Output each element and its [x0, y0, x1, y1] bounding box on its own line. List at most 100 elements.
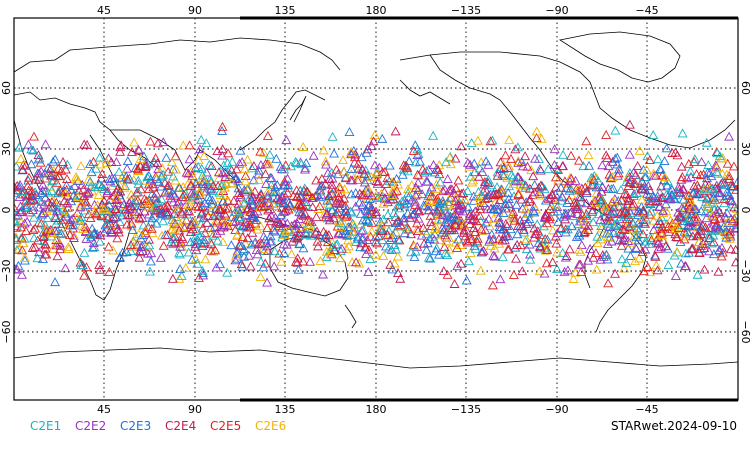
observation-marker	[377, 133, 388, 143]
right-tick: 30	[739, 142, 750, 156]
observation-marker	[446, 192, 457, 202]
observation-marker	[617, 235, 627, 245]
observation-marker	[524, 196, 535, 206]
observation-marker	[333, 192, 344, 202]
observation-marker	[75, 257, 86, 267]
observation-marker	[262, 187, 273, 197]
observation-marker	[167, 188, 178, 198]
observation-marker	[324, 215, 335, 225]
observation-marker	[331, 164, 342, 174]
observation-marker	[652, 154, 663, 164]
observation-marker	[338, 166, 349, 176]
observation-marker	[43, 162, 54, 172]
observation-marker	[661, 189, 672, 199]
observation-marker	[511, 253, 521, 263]
observation-marker	[259, 201, 270, 211]
observation-marker	[135, 153, 146, 163]
observation-marker	[481, 156, 492, 166]
observation-marker	[440, 248, 451, 258]
observation-marker	[392, 251, 403, 261]
observation-marker	[722, 208, 733, 218]
observation-marker	[365, 231, 376, 241]
observation-marker	[140, 158, 151, 168]
observation-marker	[708, 237, 719, 247]
observation-marker	[678, 213, 689, 223]
observation-marker	[387, 190, 398, 200]
observation-marker	[474, 163, 485, 173]
observation-marker	[663, 221, 674, 231]
observation-marker	[595, 195, 606, 205]
observation-marker	[68, 213, 79, 223]
observation-marker	[654, 202, 665, 211]
observation-marker	[62, 202, 73, 212]
observation-marker	[266, 210, 277, 220]
bottom-tick: 90	[188, 403, 202, 416]
observation-marker	[298, 243, 309, 253]
observation-marker	[610, 268, 620, 278]
observation-marker	[268, 187, 279, 197]
observation-marker	[425, 196, 436, 205]
observation-marker	[515, 215, 526, 225]
observation-marker	[382, 229, 393, 239]
observation-marker	[127, 146, 138, 156]
observation-marker	[614, 235, 625, 245]
observation-marker	[578, 161, 589, 171]
observation-marker	[393, 234, 404, 244]
observation-marker	[588, 252, 599, 262]
observation-marker	[459, 194, 470, 204]
observation-marker	[676, 174, 687, 184]
observation-marker	[107, 180, 118, 190]
observation-marker	[616, 195, 627, 205]
observation-marker	[524, 183, 535, 193]
observation-marker	[432, 215, 443, 225]
observation-marker	[119, 182, 130, 192]
observation-marker	[544, 211, 555, 221]
observation-marker	[263, 199, 274, 209]
observation-marker	[411, 182, 421, 192]
observation-marker	[692, 189, 703, 199]
observation-marker	[197, 265, 208, 275]
observation-marker	[346, 163, 357, 173]
observation-marker	[291, 191, 302, 201]
observation-marker	[512, 229, 523, 239]
observation-marker	[51, 233, 62, 243]
observation-marker	[196, 209, 207, 219]
observation-marker	[434, 204, 445, 214]
observation-marker	[346, 146, 357, 156]
observation-marker	[442, 215, 453, 224]
observation-marker	[39, 199, 49, 209]
observation-marker	[145, 256, 156, 266]
observation-marker	[372, 167, 382, 177]
observation-marker	[597, 182, 608, 191]
observation-marker	[406, 229, 416, 239]
top-tick: −135	[451, 4, 481, 17]
observation-marker	[140, 161, 151, 171]
observation-marker	[535, 180, 546, 190]
observation-marker	[94, 260, 105, 270]
observation-marker	[359, 177, 370, 187]
observation-marker	[276, 256, 287, 266]
observation-marker	[115, 186, 126, 196]
observation-marker	[251, 244, 262, 254]
observation-marker	[437, 223, 448, 233]
observation-marker	[700, 207, 711, 217]
observation-marker	[394, 235, 405, 245]
observation-marker	[366, 141, 377, 151]
observation-marker	[264, 149, 275, 159]
observation-marker	[571, 203, 582, 213]
observation-marker	[181, 215, 192, 225]
observation-marker	[503, 194, 514, 204]
observation-marker	[361, 248, 372, 258]
right-tick: −30	[739, 259, 750, 282]
observation-marker	[38, 254, 48, 264]
observation-marker	[572, 208, 583, 218]
observation-marker	[101, 157, 112, 167]
observation-marker	[207, 230, 218, 240]
observation-marker	[409, 251, 420, 261]
observation-marker	[111, 197, 122, 207]
observation-marker	[133, 178, 144, 188]
observation-marker	[724, 173, 735, 183]
observation-marker	[143, 184, 154, 193]
observation-marker	[147, 228, 158, 238]
observation-marker	[442, 196, 453, 206]
